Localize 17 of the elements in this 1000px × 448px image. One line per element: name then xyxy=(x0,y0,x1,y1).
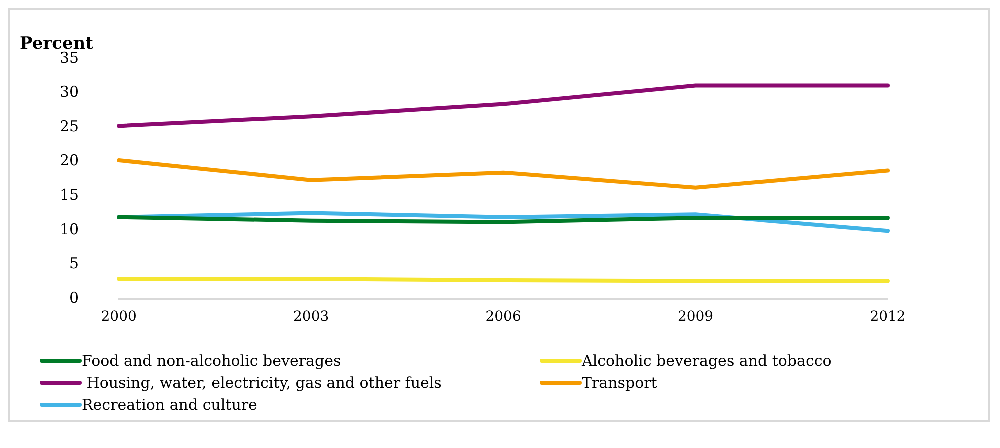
legend-label: Transport xyxy=(582,374,658,392)
y-tick-label: 0 xyxy=(70,288,80,307)
legend-label: Food and non-alcoholic beverages xyxy=(82,352,342,370)
y-tick-label: 5 xyxy=(70,254,80,273)
y-tick-label: 10 xyxy=(60,220,80,238)
y-tick-label: 20 xyxy=(60,152,80,170)
x-tick-label: 2009 xyxy=(678,309,714,326)
x-tick-label: 2003 xyxy=(293,309,330,326)
y-tick-label: 25 xyxy=(60,117,80,136)
x-tick-label: 2000 xyxy=(101,309,137,326)
y-tick-label: 15 xyxy=(60,186,80,204)
x-tick-label: 2006 xyxy=(486,309,522,326)
legend-label: Housing, water, electricity, gas and other fuels xyxy=(86,374,442,392)
x-tick-label: 2012 xyxy=(870,309,906,326)
legend-label: Recreation and culture xyxy=(82,396,258,414)
y-tick-label: 30 xyxy=(60,83,80,102)
legend-label: Alcoholic beverages and tobacco xyxy=(582,352,832,370)
